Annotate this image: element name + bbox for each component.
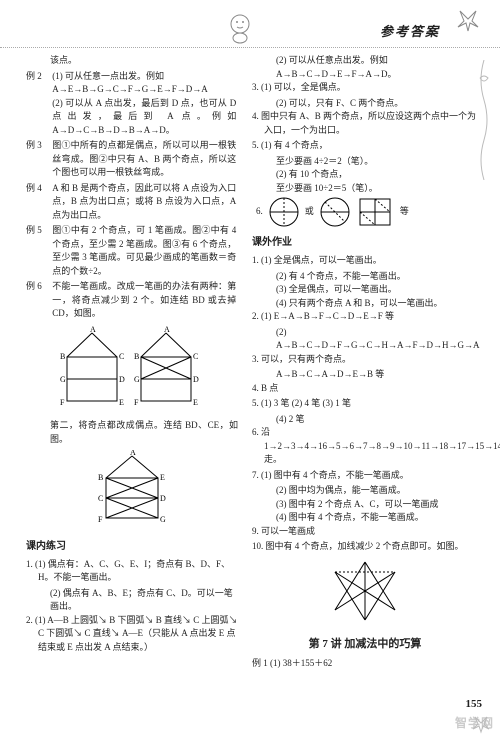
list-item: 3. (1) 可以，全是偶点。 [252,81,478,95]
list-item: (4) 只有两个奇点 A 和 B，可以一笔画出。 [252,297,478,311]
svg-text:B: B [134,352,139,361]
page-number: 155 [466,696,483,713]
continuation-text: 该点。 [26,54,238,68]
circle-figure-icon [267,195,301,229]
svg-text:E: E [119,398,124,407]
svg-text:C: C [119,352,124,361]
list-item: 2. (1) E→A→B→F→C→D→E→F 等 [252,310,478,324]
svg-text:D: D [193,375,199,384]
list-item: (2) A→B→C→D→F→G→C→H→A→F→D→H→G→A [252,326,478,353]
svg-text:G: G [134,375,140,384]
svg-text:D: D [119,375,125,384]
svg-text:A: A [130,450,136,457]
left-column: 该点。 例 2 (1) 可从任意一点出发。例如 A→E→B→G→C→F→G→E→… [26,54,238,672]
list-item: A→B→C→A→D→E→B 等 [252,368,478,382]
section-heading: 课内练习 [26,539,238,554]
list-item: 5. (1) 3 笔 (2) 4 笔 (3) 1 笔 [252,397,478,411]
item-6-figures: 6. 或 等 [252,195,478,229]
list-item: (2) 有 4 个奇点，不能一笔画出。 [252,270,478,284]
svg-text:B: B [98,473,103,482]
svg-text:G: G [160,515,166,524]
svg-text:F: F [60,398,65,407]
margin-decoration [474,60,494,180]
svg-text:C: C [193,352,198,361]
example-label: 例 4 [26,182,50,196]
example-6b: 第二，将奇点都改成偶点。连结 BD、CE，如图。 [26,419,238,446]
svg-text:B: B [60,352,65,361]
or-text: 或 [305,205,314,219]
list-item: 5. (1) 有 4 个奇点， [252,139,478,153]
list-item: 9. 可以一笔画成 [252,525,478,539]
example-label: 例 3 [26,139,50,153]
list-item: (2) 有 10 个奇点， [252,168,478,182]
page-header: 参考答案 [0,0,500,48]
list-item: 至少要画 10÷2＝5（笔）。 [252,182,478,196]
list-item: 2. (1) A—B 上圆弧↘ B 下圆弧↘ B 直线↘ C 上圆弧↘ C 下圆… [26,614,238,655]
example-6: 例 6 不能一笔画成。改成一笔画的办法有两种：第一，将奇点减少到 2 个。如连结… [26,280,238,321]
butterfly-icon [450,4,486,34]
svg-text:E: E [193,398,198,407]
corner-butterfly-icon [466,712,496,734]
list-item: (2) 可以，只有 F、C 两个奇点。 [252,97,478,111]
example-text: A→E→B→G→C→F→G→E→F→D→A [52,84,208,94]
etc-text: 等 [400,205,409,219]
house-figure-1: ABC GD FE ABC GD FE [26,325,238,416]
example-label: 例 2 [26,70,50,84]
content-area: 该点。 例 2 (1) 可从任意一点出发。例如 A→E→B→G→C→F→G→E→… [0,48,500,702]
svg-text:G: G [60,375,66,384]
list-item: 6. 沿 1→2→3→4→16→5→6→7→8→9→10→11→18→17→15… [252,426,478,467]
example-text: (1) 可从任意一点出发。例如 [52,71,164,81]
right-column: (2) 可以从任意点出发。例如 A→B→C→D→E→F→A→D。 3. (1) … [252,54,478,672]
house-figure-2: A B E C D F G [26,450,238,533]
example-1: 例 1 (1) 38＋155＋62 [252,657,478,671]
svg-text:E: E [160,473,165,482]
svg-text:A: A [164,325,170,334]
example-4: 例 4 A 和 B 是两个奇点，因此可以将 A 点设为入口点，B 点为出口点；或… [26,182,238,223]
section-heading: 课外作业 [252,235,478,250]
list-item: (2) 图中均为偶点，能一笔画成。 [252,484,478,498]
example-2: 例 2 (1) 可从任意一点出发。例如 A→E→B→G→C→F→G→E→F→D→… [26,70,238,138]
square-figure-icon [356,195,396,229]
svg-text:F: F [134,398,139,407]
circle-figure-icon [318,195,352,229]
example-text: 不能一笔画成。改成一笔画的办法有两种：第一，将奇点减少到 2 个。如连结 BD … [52,280,236,321]
list-item: 10. 图中有 4 个奇点，加线减少 2 个奇点即可。如图。 [252,540,478,554]
list-item: (4) 图中有 4 个奇点，不能一笔画成。 [252,511,478,525]
list-item: 1. (1) 偶点有：A、C、G、E、I；奇点有 B、D、F、H。不能一笔画出。 [26,558,238,585]
list-item: 7. (1) 图中有 4 个奇点，不能一笔画成。 [252,469,478,483]
example-5: 例 5 图①中有 2 个奇点，可 1 笔画成。图②中有 4 个奇点，至少需 2 … [26,224,238,278]
chapter-heading: 第 7 讲 加减法中的巧算 [252,636,478,653]
list-item: 4. B 点 [252,382,478,396]
svg-text:F: F [98,515,103,524]
doodle-icon [220,2,280,46]
example-text: (2) 可以从 A 点出发，最后到 D 点，也可从 D 点出发，最后到 A 点。… [52,98,236,135]
answer-key-title: 参考答案 [380,22,440,42]
list-item: 4. 图中只有 A、B 两个奇点，所以应设这两个点中一个为入口，一个为出口。 [252,110,478,137]
list-item: (2) 偶点有 A、B、E；奇点有 C、D。可以一笔画出。 [26,587,238,614]
example-text: 图①中所有的点都是偶点，所以可以用一根铁丝弯成。图②中只有 A、B 两个奇点，所… [52,139,236,180]
example-label: 例 5 [26,224,50,238]
example-text: A 和 B 是两个奇点，因此可以将 A 点设为入口点，B 点为出口点；或将 B … [52,182,236,223]
list-item: (2) 可以从任意点出发。例如 A→B→C→D→E→F→A→D。 [252,54,478,81]
list-item: (3) 图中有 2 个奇点 A、C，可以一笔画成 [252,498,478,512]
list-number: 6. [256,205,263,219]
svg-text:C: C [98,494,103,503]
example-text: 图①中有 2 个奇点，可 1 笔画成。图②中有 4 个奇点，至少需 2 笔画成。… [52,224,236,278]
list-item: 1. (1) 全是偶点，可以一笔画出。 [252,254,478,268]
svg-text:A: A [90,325,96,334]
example-label: 例 6 [26,280,50,294]
list-item: 3. 可以，只有两个奇点。 [252,353,478,367]
svg-text:D: D [160,494,166,503]
list-item: (4) 2 笔 [252,413,478,427]
list-item: 至少要画 4÷2＝2（笔）。 [252,155,478,169]
star-figure [252,558,478,629]
example-3: 例 3 图①中所有的点都是偶点，所以可以用一根铁丝弯成。图②中只有 A、B 两个… [26,139,238,180]
list-item: (3) 全是偶点，可以一笔画出。 [252,283,478,297]
